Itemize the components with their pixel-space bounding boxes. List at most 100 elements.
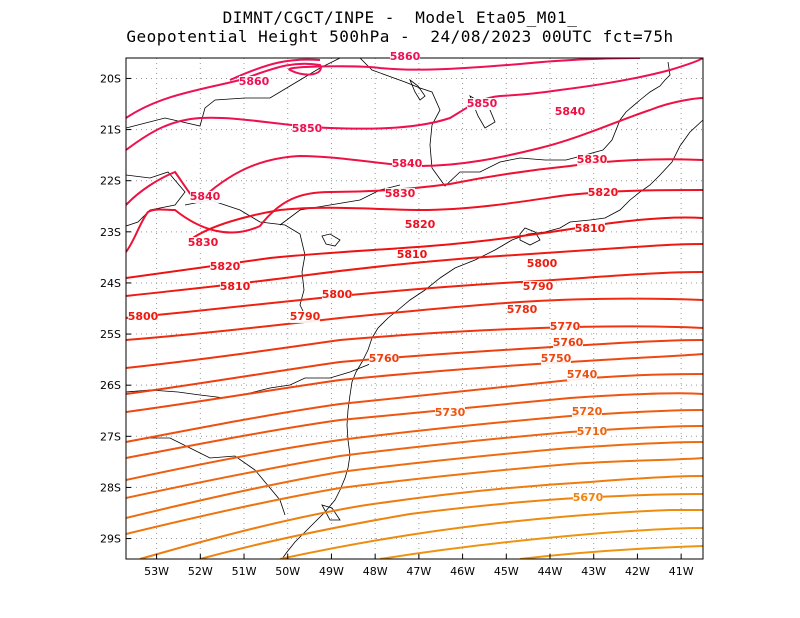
contour-label-background [553, 337, 583, 349]
contour-label: 5860 [390, 50, 421, 63]
lon-tick-label: 42W [625, 565, 650, 578]
lon-tick-label: 43W [581, 565, 606, 578]
height-contour-line [126, 297, 703, 341]
height-contour-line [126, 373, 703, 443]
contour-label-background [575, 223, 605, 235]
lon-tick-label: 44W [538, 565, 563, 578]
height-contour-line [126, 457, 703, 535]
height-contour-line [189, 189, 703, 241]
contour-label: 5860 [239, 75, 270, 88]
contour-label-background [523, 281, 553, 293]
contour-label: 5830 [385, 187, 416, 200]
lat-tick-label: 24S [100, 277, 121, 290]
contour-labels: 5860 5860 5850 5850 5840 5840 5840 5830 5830 5830… [128, 50, 619, 504]
axis-ticks: 20S 21S 22S 23S 24S 25S 26S 27S 28S 29S 53W 52W 51W 5… [100, 72, 694, 578]
contour-label-background [527, 258, 557, 270]
coastline-and-borders [126, 58, 703, 559]
contour-label: 5840 [555, 105, 586, 118]
chart-title-line-2: Geopotential Height 500hPa - 24/08/2023 … [126, 27, 674, 46]
contour-label-background [369, 353, 399, 365]
contour-label-background [390, 51, 420, 63]
state-border [359, 58, 604, 187]
height-contour-line [126, 271, 703, 319]
lon-tick-label: 45W [494, 565, 519, 578]
contour-label-background [572, 406, 602, 418]
height-contour-line [379, 527, 703, 559]
contour-label: 5820 [405, 218, 436, 231]
height-contour-line [126, 325, 703, 369]
contour-label: 5810 [575, 222, 606, 235]
lat-tick-label: 29S [100, 533, 121, 546]
height-contour-line [199, 493, 703, 559]
contour-label: 5710 [577, 425, 608, 438]
height-contour-line [229, 58, 321, 81]
height-contour-line [126, 58, 703, 151]
contour-label: 5850 [467, 97, 498, 110]
contour-label: 5830 [188, 236, 219, 249]
height-contour-line [126, 409, 703, 481]
lat-tick-label: 26S [100, 379, 121, 392]
contour-label: 5820 [210, 260, 241, 273]
lat-tick-label: 23S [100, 226, 121, 239]
bay-outline [519, 227, 541, 246]
state-border [126, 58, 341, 129]
contour-label-background [190, 191, 220, 203]
height-contour-line [126, 441, 703, 519]
contour-label-background [541, 353, 571, 365]
contour-label-background [550, 321, 580, 333]
contour-label-background [405, 219, 435, 231]
contour-label-background [128, 311, 158, 323]
lon-tick-label: 52W [188, 565, 213, 578]
lon-tick-label: 48W [363, 565, 388, 578]
lon-tick-label: 47W [406, 565, 431, 578]
contour-label-background [573, 492, 603, 504]
height-contour-line [126, 58, 641, 119]
contour-label-background [577, 426, 607, 438]
contour-label-background [555, 106, 585, 118]
contour-label: 5780 [507, 303, 538, 316]
height-contour-line [126, 353, 703, 413]
height-contour-line [279, 509, 703, 559]
lon-tick-label: 53W [144, 565, 169, 578]
contour-label: 5760 [553, 336, 584, 349]
lon-tick-label: 46W [450, 565, 475, 578]
contour-label-background [435, 407, 465, 419]
contour-label-background [397, 249, 427, 261]
contour-label: 5800 [527, 257, 558, 270]
lat-tick-label: 20S [100, 72, 121, 85]
contour-label: 5850 [292, 122, 323, 135]
contour-label: 5750 [541, 352, 572, 365]
state-border [126, 171, 186, 227]
lon-tick-label: 50W [275, 565, 300, 578]
contour-label: 5720 [572, 405, 603, 418]
contour-label: 5760 [369, 352, 400, 365]
state-border [184, 199, 306, 316]
chart-title-line-1: DIMNT/CGCT/INPE - Model Eta05_M01_ [222, 8, 578, 27]
lat-tick-label: 21S [100, 124, 121, 137]
lat-tick-label: 28S [100, 481, 121, 494]
contour-label-background [210, 261, 240, 273]
contour-label: 5810 [220, 280, 251, 293]
height-contour-line [126, 158, 703, 253]
contour-label: 5840 [190, 190, 221, 203]
state-border [279, 184, 401, 226]
height-contour-line [519, 545, 703, 559]
contour-label: 5770 [550, 320, 581, 333]
contour-label: 5670 [573, 491, 604, 504]
contour-label-background [567, 369, 597, 381]
contour-label: 5820 [588, 186, 619, 199]
contour-label-background [290, 311, 320, 323]
height-contour-line [126, 97, 703, 206]
height-contour-line [126, 425, 703, 499]
height-contours [126, 58, 703, 559]
island-outline [409, 78, 426, 101]
height-contour-line [126, 339, 703, 395]
state-border [126, 363, 371, 399]
contour-label-background [588, 187, 618, 199]
contour-label: 5790 [523, 280, 554, 293]
contour-label-background [188, 237, 218, 249]
contour-label: 5800 [322, 288, 353, 301]
contour-label: 5830 [577, 153, 608, 166]
contour-label-background [220, 281, 250, 293]
